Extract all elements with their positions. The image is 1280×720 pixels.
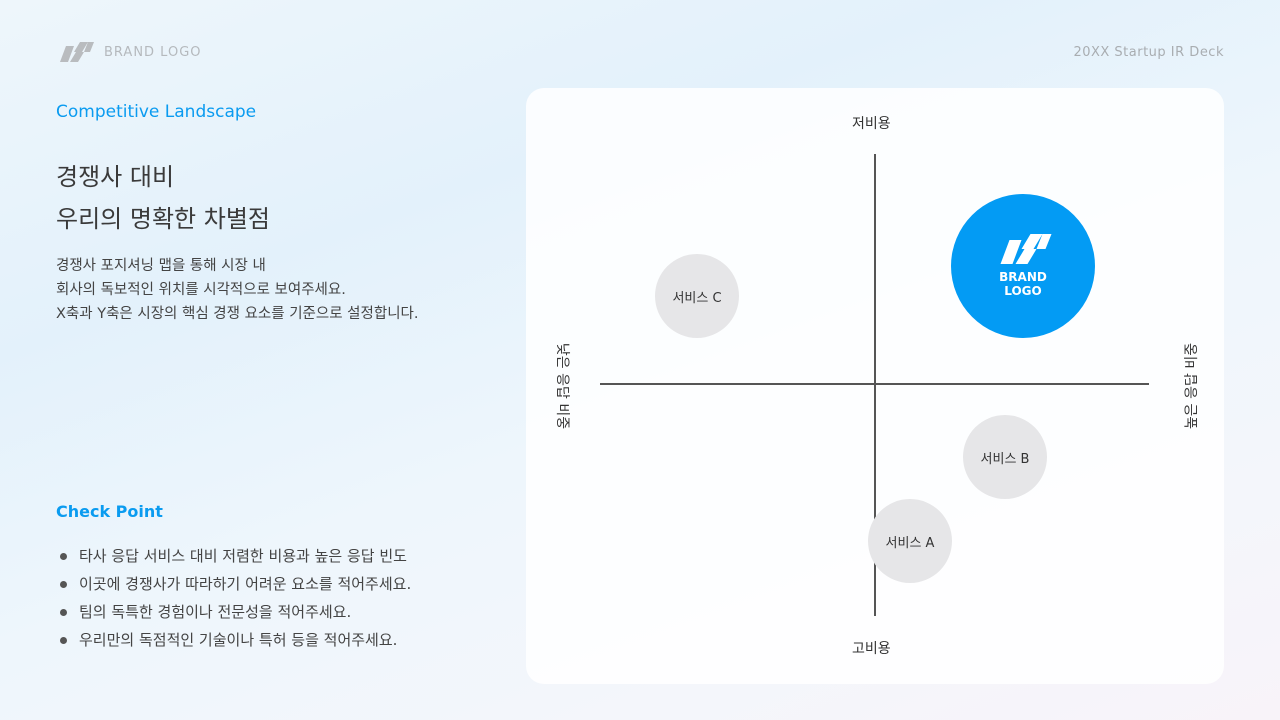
desc-line: 경쟁사 포지셔닝 맵을 통해 시장 내 [56,258,266,274]
list-item: 이곳에 경쟁사가 따라하기 어려운 요소를 적어주세요. [56,570,411,598]
description: 경쟁사 포지셔닝 맵을 통해 시장 내 회사의 독보적인 위치를 시각적으로 보… [56,254,418,326]
brand-logo-icon [60,42,94,62]
service-a-bubble: 서비스 A [868,499,952,583]
service-c-bubble: 서비스 C [655,254,739,338]
brand-logo-text: BRAND LOGO [104,44,202,60]
service-b-bubble: 서비스 B [963,415,1047,499]
list-item: 타사 응답 서비스 대비 저렴한 비용과 높은 응답 빈도 [56,542,411,570]
axis-label-right: 높은 응답 비중 [1184,342,1200,430]
brand-bubble-text: BRAND LOGO [999,270,1047,298]
title-line: 우리의 명확한 차별점 [56,205,270,233]
axis-label-top: 저비용 [852,116,891,132]
list-item: 팀의 독특한 경험이나 전문성을 적어주세요. [56,598,411,626]
section-label: Competitive Landscape [56,102,257,122]
list-item: 우리만의 독점적인 기술이나 특허 등을 적어주세요. [56,626,411,654]
page-title: 경쟁사 대비 우리의 명확한 차별점 [56,156,270,240]
checkpoint-title: Check Point [56,502,163,521]
x-axis [600,383,1149,385]
axis-label-bottom: 고비용 [852,641,891,657]
desc-line: X축과 Y축은 시장의 핵심 경쟁 요소를 기준으로 설정합니다. [56,306,419,322]
y-axis [874,154,876,616]
title-line: 경쟁사 대비 [56,163,175,191]
our-brand-bubble: BRAND LOGO [951,194,1095,338]
deck-title: 20XX Startup IR Deck [1073,45,1224,60]
brand-logo: BRAND LOGO [56,42,202,62]
desc-line: 회사의 독보적인 위치를 시각적으로 보여주세요. [56,282,346,298]
axis-label-left: 낮은 응답 비중 [554,342,570,430]
brand-line: BRAND [999,270,1047,284]
checkpoint-list: 타사 응답 서비스 대비 저렴한 비용과 높은 응답 빈도 이곳에 경쟁사가 따… [56,542,411,654]
brand-logo-icon [1000,234,1052,264]
brand-line: LOGO [1004,284,1042,298]
